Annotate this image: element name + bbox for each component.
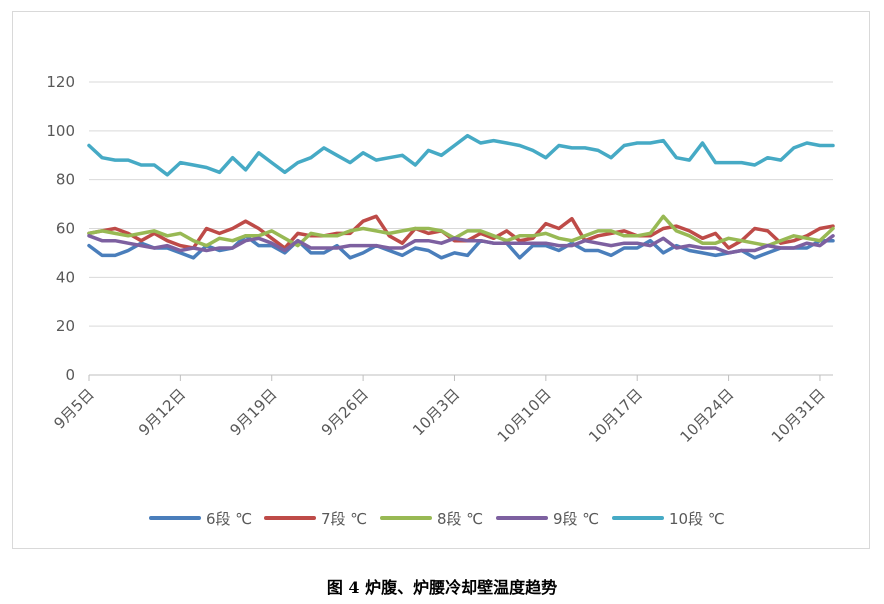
- series-line-5: [87, 133, 835, 177]
- x-tick-label: 9月26日: [318, 385, 372, 439]
- y-tick-label: 100: [46, 122, 75, 140]
- legend-label: 7段 ℃: [321, 510, 367, 528]
- x-tick-label: 10月10日: [494, 385, 555, 446]
- y-tick-label: 40: [56, 268, 75, 286]
- x-tick-label: 10月31日: [768, 385, 829, 446]
- legend-label: 8段 ℃: [437, 510, 483, 528]
- x-tick-label: 10月17日: [585, 385, 646, 446]
- legend-item: 7段 ℃: [264, 510, 367, 528]
- x-tick-label: 10月24日: [676, 385, 737, 446]
- x-tick-label: 9月19日: [226, 385, 280, 439]
- y-tick-label: 80: [56, 171, 75, 189]
- x-tick-label: 9月12日: [135, 385, 189, 439]
- legend-item: 9段 ℃: [496, 510, 599, 528]
- series-lines: [87, 133, 835, 260]
- y-tick-label: 120: [46, 73, 75, 91]
- y-tick-label: 60: [56, 220, 75, 238]
- x-tick-label: 9月5日: [50, 385, 97, 432]
- legend-label: 9段 ℃: [553, 510, 599, 528]
- y-tick-label: 20: [56, 317, 75, 335]
- y-tick-label: 0: [65, 366, 75, 384]
- legend-item: 10段 ℃: [612, 510, 725, 528]
- line-chart: 0 20 40 60 80 100 120 9月5日 9月12日 9月19日 9月26日 10月3日 1…: [46, 73, 835, 528]
- legend-label: 10段 ℃: [669, 510, 725, 528]
- x-tick-label: 10月3日: [409, 385, 463, 439]
- legend-item: 8段 ℃: [380, 510, 483, 528]
- series-line-3: [87, 214, 835, 248]
- series-line-4: [87, 234, 835, 255]
- figure-caption: 图 4 炉腹、炉腰冷却壁温度趋势: [326, 578, 558, 597]
- legend-item: 6段 ℃: [149, 510, 252, 528]
- gridlines: [89, 81, 833, 327]
- axes: 0 20 40 60 80 100 120 9月5日 9月12日 9月19日 9月26日 10月3日 1…: [46, 73, 833, 446]
- legend-label: 6段 ℃: [206, 510, 252, 528]
- chart-frame: 0 20 40 60 80 100 120 9月5日 9月12日 9月19日 9月26日 10月3日 1…: [12, 11, 870, 549]
- legend: 6段 ℃ 7段 ℃ 8段 ℃ 9段 ℃ 10段 ℃: [149, 510, 725, 528]
